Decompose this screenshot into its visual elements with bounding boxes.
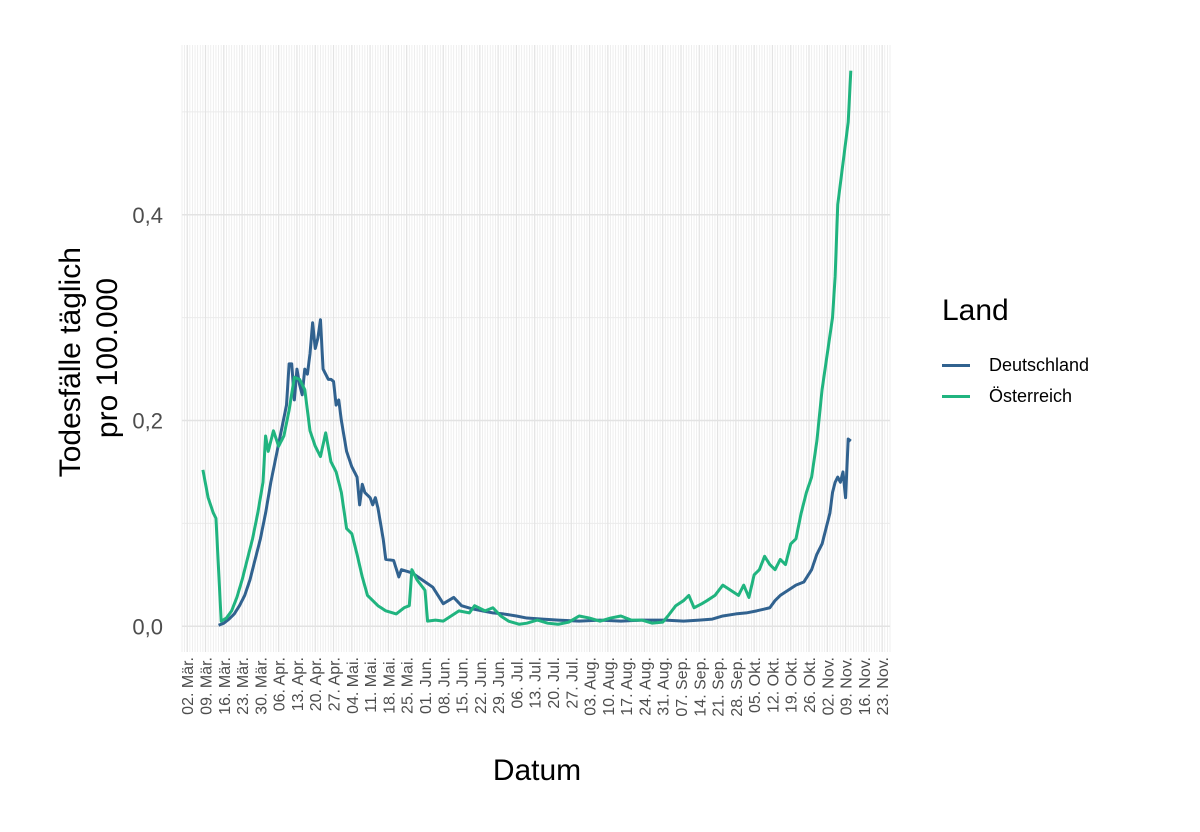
x-tick-label: 02. Nov. — [820, 657, 837, 715]
x-tick-label: 10. Aug. — [601, 657, 618, 716]
y-tick-label: 0,0 — [132, 614, 163, 639]
x-tick-label: 09. Nov. — [839, 657, 856, 715]
x-tick-label: 01. Jun. — [418, 657, 435, 714]
x-tick-label: 07. Sep. — [674, 657, 691, 717]
x-tick-label: 12. Okt. — [765, 657, 782, 713]
x-tick-label: 24. Aug. — [637, 657, 654, 716]
y-tick-label: 0,4 — [132, 203, 163, 228]
x-tick-label: 22. Jun. — [473, 657, 490, 714]
x-tick-label: 02. Mär. — [180, 657, 197, 715]
x-tick-label: 09. Mär. — [199, 657, 216, 715]
x-tick-label: 08. Jun. — [436, 657, 453, 714]
y-axis-label: Todesfälle täglich pro 100.000 — [54, 239, 124, 478]
y-axis-label-line-1: Todesfälle täglich — [54, 247, 87, 477]
x-tick-label: 29. Jun. — [491, 657, 508, 714]
x-tick-label: 23. Mär. — [235, 657, 252, 715]
x-tick-label: 18. Mai. — [381, 657, 398, 714]
x-tick-label: 26. Okt. — [802, 657, 819, 713]
x-tick-label: 19. Okt. — [784, 657, 801, 713]
x-tick-label: 25. Mai. — [400, 657, 417, 714]
x-tick-label: 16. Mär. — [217, 657, 234, 715]
x-tick-label: 20. Jul. — [546, 657, 563, 709]
major-grid — [182, 45, 890, 652]
x-axis-label: Datum — [493, 754, 581, 787]
legend-item-oesterreich: Österreich — [942, 381, 1089, 412]
x-tick-label: 17. Aug. — [619, 657, 636, 716]
legend-title: Land — [942, 294, 1009, 327]
legend-swatch-oesterreich — [942, 395, 970, 398]
x-tick-label: 13. Jul. — [528, 657, 545, 709]
series-layer — [201, 70, 853, 627]
legend-swatch-deutschland — [942, 364, 970, 367]
x-tick-label: 16. Nov. — [857, 657, 874, 715]
x-tick-label: 20. Apr. — [308, 657, 325, 711]
y-tick-label: 0,2 — [132, 409, 163, 434]
x-tick-label: 11. Mai. — [363, 657, 380, 713]
x-tick-label: 30. Mär. — [253, 657, 270, 715]
x-tick-label: 06. Apr. — [272, 657, 289, 711]
x-tick-label: 28. Sep. — [729, 657, 746, 717]
x-tick-label: 05. Okt. — [747, 657, 764, 713]
legend-label-deutschland: Deutschland — [989, 355, 1090, 375]
x-tick-label: 31. Aug. — [656, 657, 673, 716]
x-tick-label: 21. Sep. — [711, 657, 728, 717]
x-tick-label: 04. Mai. — [345, 657, 362, 714]
legend: Land Deutschland Österreich — [942, 294, 1089, 412]
y-tick-labels: 0,0 0,2 0,4 — [132, 203, 163, 640]
x-tick-labels: 02. Mär. 09. Mär. 16. Mär. 23. Mär. 30. Mär.… — [180, 657, 892, 717]
x-tick-label: 27. Apr. — [327, 657, 344, 711]
series-line-oesterreich — [201, 70, 853, 626]
y-axis-label-line-2: pro 100.000 — [91, 278, 124, 438]
x-tick-label: 13. Apr. — [290, 657, 307, 711]
legend-label-oesterreich: Österreich — [989, 386, 1073, 406]
x-tick-label: 14. Sep. — [692, 657, 709, 717]
x-tick-label: 27. Jul. — [564, 657, 581, 709]
x-tick-label: 03. Aug. — [583, 657, 600, 716]
x-tick-label: 06. Jul. — [509, 657, 526, 709]
x-tick-label: 15. Jun. — [455, 657, 472, 714]
x-tick-label: 23. Nov. — [875, 657, 892, 715]
legend-item-deutschland: Deutschland — [942, 350, 1089, 381]
